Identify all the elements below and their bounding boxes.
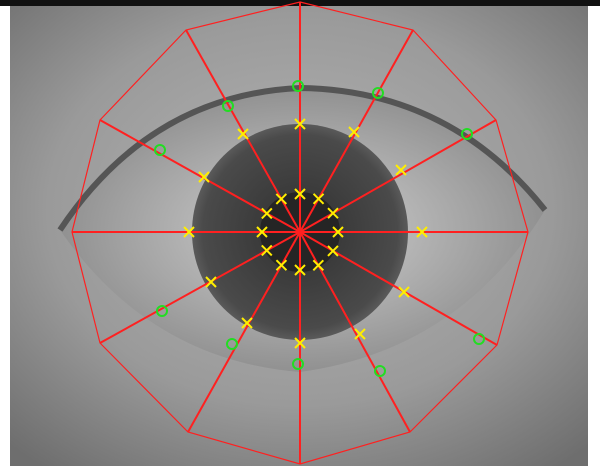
marker-cross <box>183 226 195 238</box>
left-edge <box>0 6 10 466</box>
marker-cross <box>348 126 360 138</box>
overlay <box>71 1 529 465</box>
marker-cross <box>205 276 217 288</box>
marker-circle <box>156 305 168 317</box>
marker-cross <box>354 328 366 340</box>
marker-circle <box>292 358 304 370</box>
marker-circle <box>226 338 238 350</box>
marker-cross <box>312 259 325 272</box>
marker-cross <box>416 226 428 238</box>
marker-cross <box>261 244 273 257</box>
marker-cross <box>241 317 253 329</box>
marker-cross <box>398 286 410 298</box>
marker-cross <box>312 193 325 205</box>
right-edge <box>588 6 600 466</box>
marker-cross <box>256 226 268 238</box>
marker-cross <box>275 193 288 205</box>
marker-cross <box>261 207 273 220</box>
marker-cross <box>294 337 306 349</box>
marker-circle <box>154 144 166 156</box>
marker-cross <box>275 259 288 271</box>
marker-circle <box>292 80 304 92</box>
center-point <box>297 229 303 235</box>
marker-circle <box>461 128 473 140</box>
marker-circle <box>374 365 386 377</box>
marker-cross <box>327 207 339 219</box>
marker-circle <box>222 100 234 112</box>
marker-cross <box>237 128 249 140</box>
marker-cross <box>294 118 306 130</box>
marker-cross <box>332 226 344 238</box>
marker-cross <box>198 171 210 183</box>
marker-cross <box>294 188 306 200</box>
marker-cross <box>327 245 339 257</box>
marker-circle <box>372 87 384 99</box>
marker-circle <box>473 333 485 345</box>
marker-cross <box>395 164 407 176</box>
marker-cross <box>294 264 306 276</box>
